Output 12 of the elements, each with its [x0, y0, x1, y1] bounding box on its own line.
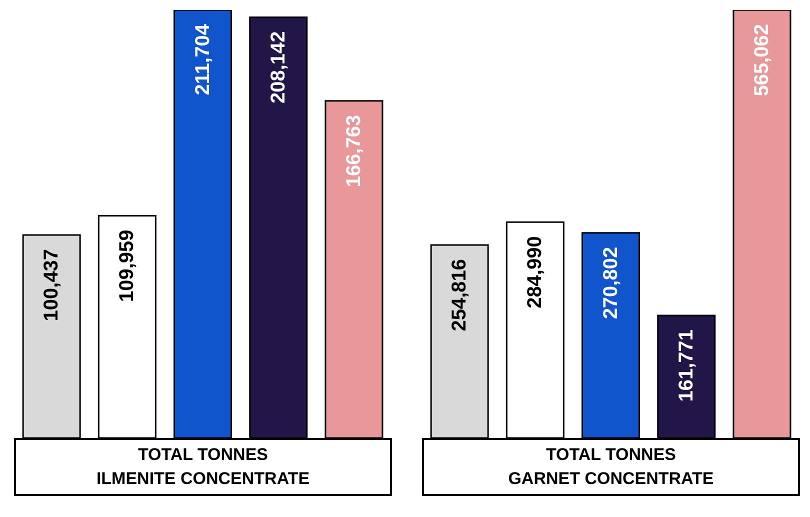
- data-label: 161,771: [675, 329, 698, 402]
- data-label: 166,763: [342, 114, 365, 188]
- data-label: 109,959: [116, 230, 138, 302]
- data-label: 565,062: [750, 24, 773, 96]
- data-label: 100,437: [40, 248, 63, 322]
- x-axis-title: TOTAL TONNES GARNET CONCENTRATE: [422, 438, 800, 496]
- data-label: 254,816: [448, 258, 471, 332]
- data-label: 284,990: [524, 236, 546, 308]
- x-axis-title: TOTAL TONNES ILMENITE CONCENTRATE: [14, 438, 392, 496]
- data-label: 208,142: [267, 31, 290, 104]
- data-label: 211,704: [192, 23, 214, 96]
- data-label: 270,802: [600, 246, 622, 320]
